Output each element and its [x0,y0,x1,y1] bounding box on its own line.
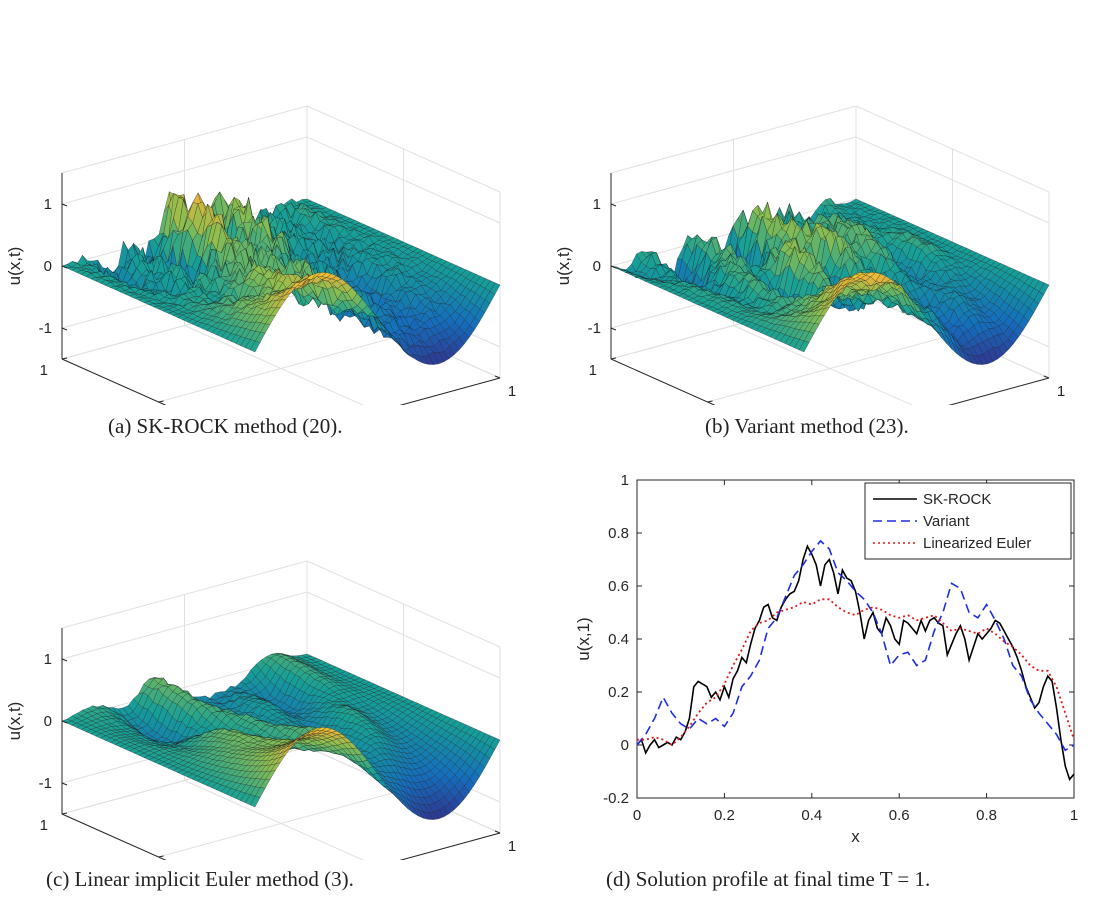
surface-mesh [61,191,501,365]
x-tick-label: 1 [508,383,516,400]
z-tick-label: 0 [44,258,52,275]
surface-patch [489,282,501,295]
z-tick-mark [610,203,617,207]
t-tick-label: 1 [40,362,48,379]
z-tick-label: -1 [588,320,601,337]
axis-floor-front [61,358,501,405]
z-tick-label: 1 [44,196,52,213]
z-tick-mark [61,265,68,269]
axis-lines: -10100.5100.51u(x,t)xt [554,173,1065,405]
x-tick-mark [1043,375,1050,379]
z-axis-label: u(x,t) [5,247,24,286]
z-tick-label: 1 [593,196,601,213]
surface-plot-a: -10100.5100.51u(x,t)xt [5,105,516,405]
t-tick-label: 1 [589,362,597,379]
surface-plot-b: -10100.5100.51u(x,t)xt [554,105,1065,405]
z-tick-mark [61,327,68,331]
t-tick-mark [610,357,617,360]
t-tick-mark [707,400,713,403]
z-tick-mark [61,203,68,207]
surface-mesh [610,198,1050,365]
surface-plot-c: -10100.5100.51u(x,t)xt [5,560,516,860]
x-tick-label: 1 [1057,383,1065,400]
axis-floor-front [610,358,1050,405]
surface-mesh [61,652,501,820]
x-tick-mark [494,375,501,379]
axis-lines: -10100.5100.51u(x,t)xt [5,173,516,405]
z-tick-mark [610,265,617,269]
z-tick-mark [610,327,617,331]
surface-patch [1038,282,1050,295]
t-tick-mark [158,400,164,403]
z-tick-label: -1 [39,320,52,337]
t-tick-mark [61,357,68,360]
z-axis-label: u(x,t) [554,247,573,286]
z-tick-label: 0 [593,258,601,275]
